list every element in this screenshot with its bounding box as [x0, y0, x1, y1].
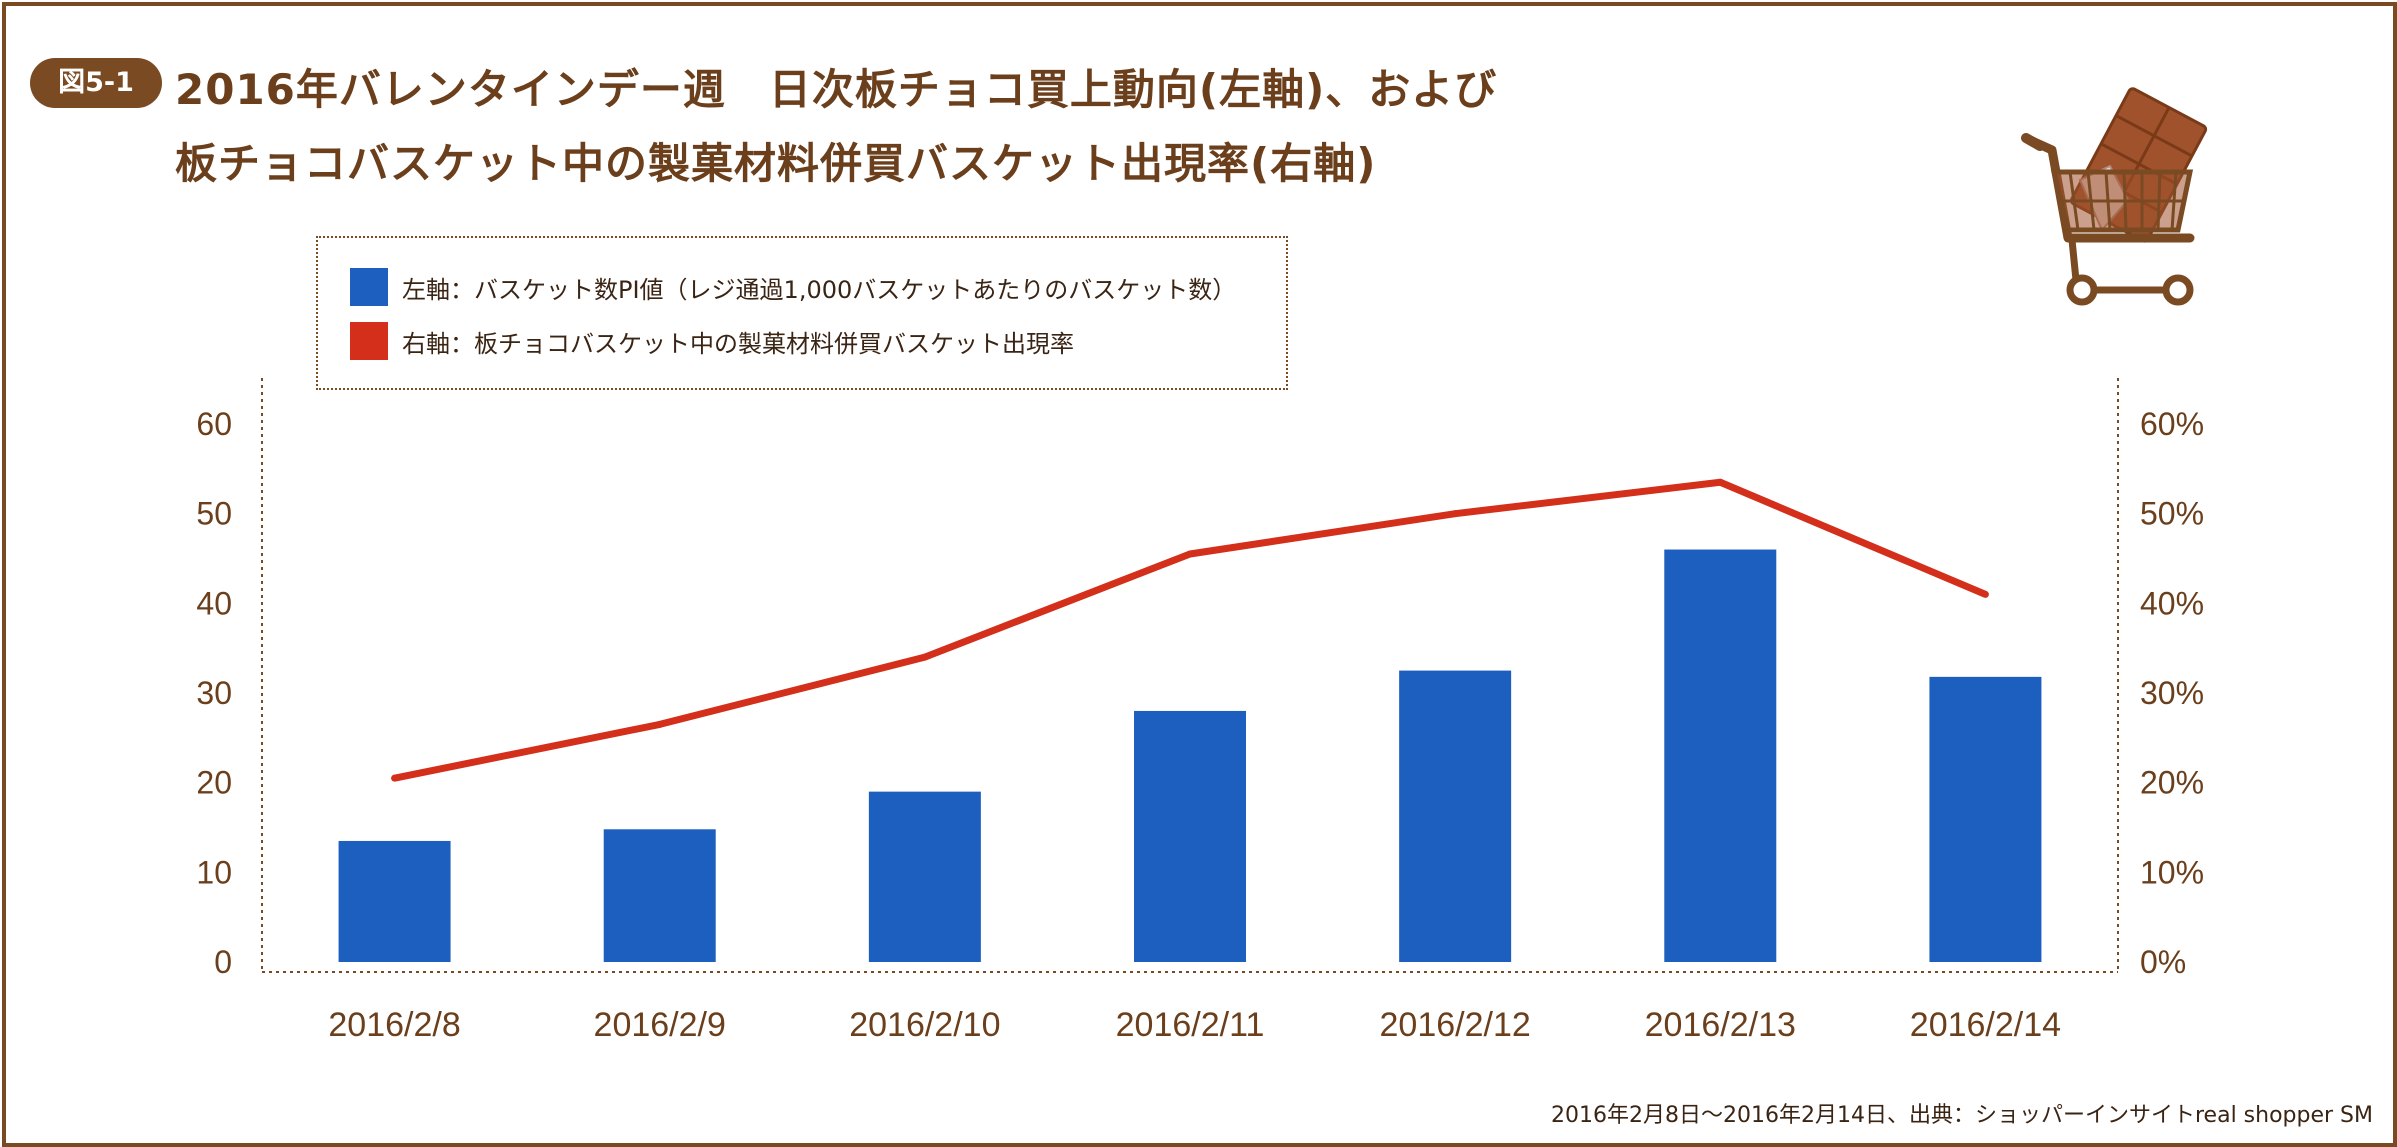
left-tick-label: 10: [196, 854, 232, 890]
x-tick-label: 2016/2/8: [328, 1006, 460, 1044]
chart-title-line-2: 板チョコバスケット中の製菓材料併買バスケット出現率(右軸): [175, 139, 1377, 188]
left-tick-label: 30: [196, 675, 232, 711]
line-point-2016/2/14: [1981, 590, 1989, 598]
line-point-2016/2/10: [921, 653, 929, 661]
bar-2016/2/10: [868, 791, 981, 962]
right-tick-label: 60%: [2140, 406, 2204, 442]
x-tick-label: 2016/2/10: [849, 1006, 1000, 1044]
bar-2016/2/11: [1134, 710, 1246, 962]
line-point-2016/2/9: [656, 720, 664, 728]
left-tick-label: 50: [196, 496, 232, 532]
legend-label-line: 右軸：板チョコバスケット中の製菓材料併買バスケット出現率: [402, 329, 1074, 358]
legend-label-bars: 左軸：バスケット数PI値（レジ通過1,000バスケットあたりのバスケット数）: [402, 275, 1237, 304]
left-tick-label: 40: [196, 585, 232, 621]
right-tick-label: 20%: [2140, 765, 2204, 801]
shopping-cart-with-chocolate-icon: [2021, 87, 2208, 306]
left-tick-label: 0: [214, 944, 232, 980]
bar-2016/2/9: [603, 829, 716, 962]
line-point-2016/2/12: [1451, 510, 1459, 518]
legend-item-line: 右軸：板チョコバスケット中の製菓材料併買バスケット出現率: [350, 322, 1074, 360]
legend-swatch-bars: [350, 268, 388, 306]
chart-title-line-1: 2016年バレンタインデー週 日次板チョコ買上動向(左軸)、および: [175, 65, 1498, 114]
right-tick-label: 40%: [2140, 585, 2204, 621]
bar-2016/2/13: [1664, 549, 1777, 962]
x-tick-label: 2016/2/11: [1116, 1006, 1265, 1044]
right-tick-label: 10%: [2140, 854, 2204, 890]
x-tick-label: 2016/2/9: [594, 1006, 726, 1044]
line-point-2016/2/8: [391, 774, 399, 782]
x-tick-label: 2016/2/14: [1910, 1006, 2061, 1044]
bar-2016/2/12: [1399, 670, 1512, 962]
x-tick-label: 2016/2/13: [1645, 1006, 1796, 1044]
left-tick-label: 60: [196, 406, 232, 442]
bar-2016/2/14: [1929, 676, 2042, 962]
right-tick-label: 30%: [2140, 675, 2204, 711]
right-tick-label: 50%: [2140, 496, 2204, 532]
left-tick-label: 20: [196, 765, 232, 801]
legend-item-bars: 左軸：バスケット数PI値（レジ通過1,000バスケットあたりのバスケット数）: [350, 268, 1236, 306]
source-footnote: 2016年2月8日～2016年2月14日、出典：ショッパーインサイトreal s…: [1551, 1103, 2373, 1128]
right-tick-label: 0%: [2140, 944, 2186, 980]
legend: 左軸：バスケット数PI値（レジ通過1,000バスケットあたりのバスケット数） 右…: [316, 236, 1288, 390]
x-tick-label: 2016/2/12: [1380, 1006, 1531, 1044]
bar-2016/2/8: [338, 840, 451, 962]
figure-badge: 図5-1: [30, 58, 162, 108]
line-point-2016/2/13: [1716, 478, 1724, 486]
legend-swatch-line: [350, 322, 388, 360]
line-point-2016/2/11: [1186, 550, 1194, 558]
